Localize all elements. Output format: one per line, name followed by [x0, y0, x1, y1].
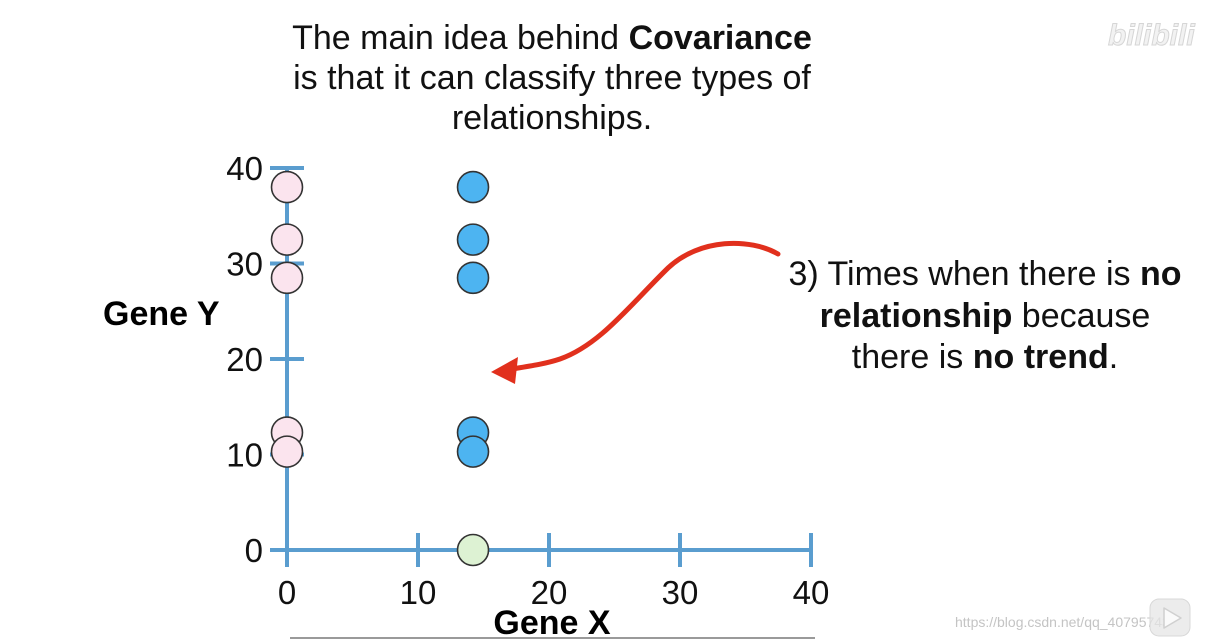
x-tick-label: 10	[400, 574, 437, 611]
x-axis-label: Gene X	[493, 604, 610, 641]
x-tick-label: 20	[531, 574, 568, 611]
title-keyword: Covariance	[628, 19, 812, 57]
y-tick-label: 30	[226, 246, 263, 283]
watermark-url: https://blog.csdn.net/qq_40795743	[955, 614, 1170, 630]
bilibili-logo: bilibili	[1108, 19, 1195, 52]
data-point	[456, 435, 490, 468]
data-point	[270, 435, 304, 468]
title-text: The main idea behind	[292, 19, 620, 57]
play-icon[interactable]	[1149, 598, 1191, 637]
data-point	[456, 223, 490, 256]
data-point	[456, 170, 490, 204]
tick-marks	[270, 166, 813, 567]
y-tick-label: 0	[245, 532, 263, 569]
note-text: there is	[851, 338, 964, 376]
arrowhead	[491, 357, 518, 384]
title-line-3: relationships.	[451, 99, 653, 137]
bottom-border-line	[290, 637, 815, 639]
curved-arrow-icon	[491, 240, 781, 384]
y-tick-label: 20	[226, 341, 263, 378]
title-line-2: is that it can classify three types of	[293, 59, 811, 97]
note-emphasis: no	[1139, 255, 1182, 293]
note-emphasis: no trend	[972, 338, 1109, 376]
y-tick-label: 10	[226, 437, 263, 474]
note-text: because	[1021, 296, 1151, 335]
y-tick-label: 40	[226, 150, 263, 187]
x-tick-label: 0	[278, 574, 296, 611]
data-point	[270, 261, 304, 295]
data-points	[270, 170, 490, 567]
x-tick-label: 30	[662, 574, 699, 611]
x-tick-label: 40	[793, 574, 830, 611]
y-axis-label: Gene Y	[103, 295, 220, 333]
data-point	[270, 170, 304, 204]
note-text: 3) Times when there is	[788, 255, 1131, 293]
arrow-curve	[509, 240, 781, 372]
tick-labels: 0 10 20 30 40 0 10 20 30 40	[226, 150, 829, 611]
annotation-note: 3) Times when there is no relationship b…	[775, 254, 1195, 379]
slide-title: The main idea behind Covariance is that …	[252, 18, 852, 138]
play-triangle	[1163, 607, 1182, 629]
note-emphasis: relationship	[819, 296, 1013, 335]
axes	[270, 166, 813, 567]
note-line-1: 3) Times when there is no	[775, 254, 1195, 296]
note-line-2: relationship because	[775, 296, 1195, 338]
data-point	[456, 261, 490, 295]
data-point	[456, 533, 490, 567]
note-line-3: there is no trend.	[775, 337, 1195, 379]
data-point	[270, 223, 304, 256]
note-period: .	[1108, 338, 1119, 376]
title-line-1: The main idea behind Covariance	[252, 18, 852, 58]
